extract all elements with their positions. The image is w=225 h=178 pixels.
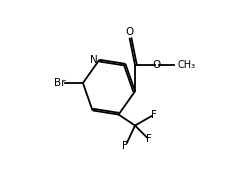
Text: Br: Br (54, 78, 65, 88)
Text: O: O (125, 27, 133, 37)
Text: F: F (145, 134, 151, 144)
Text: O: O (152, 60, 160, 70)
Text: CH₃: CH₃ (177, 60, 195, 70)
Text: F: F (151, 110, 156, 120)
Text: F: F (122, 141, 128, 151)
Text: N: N (90, 55, 97, 65)
